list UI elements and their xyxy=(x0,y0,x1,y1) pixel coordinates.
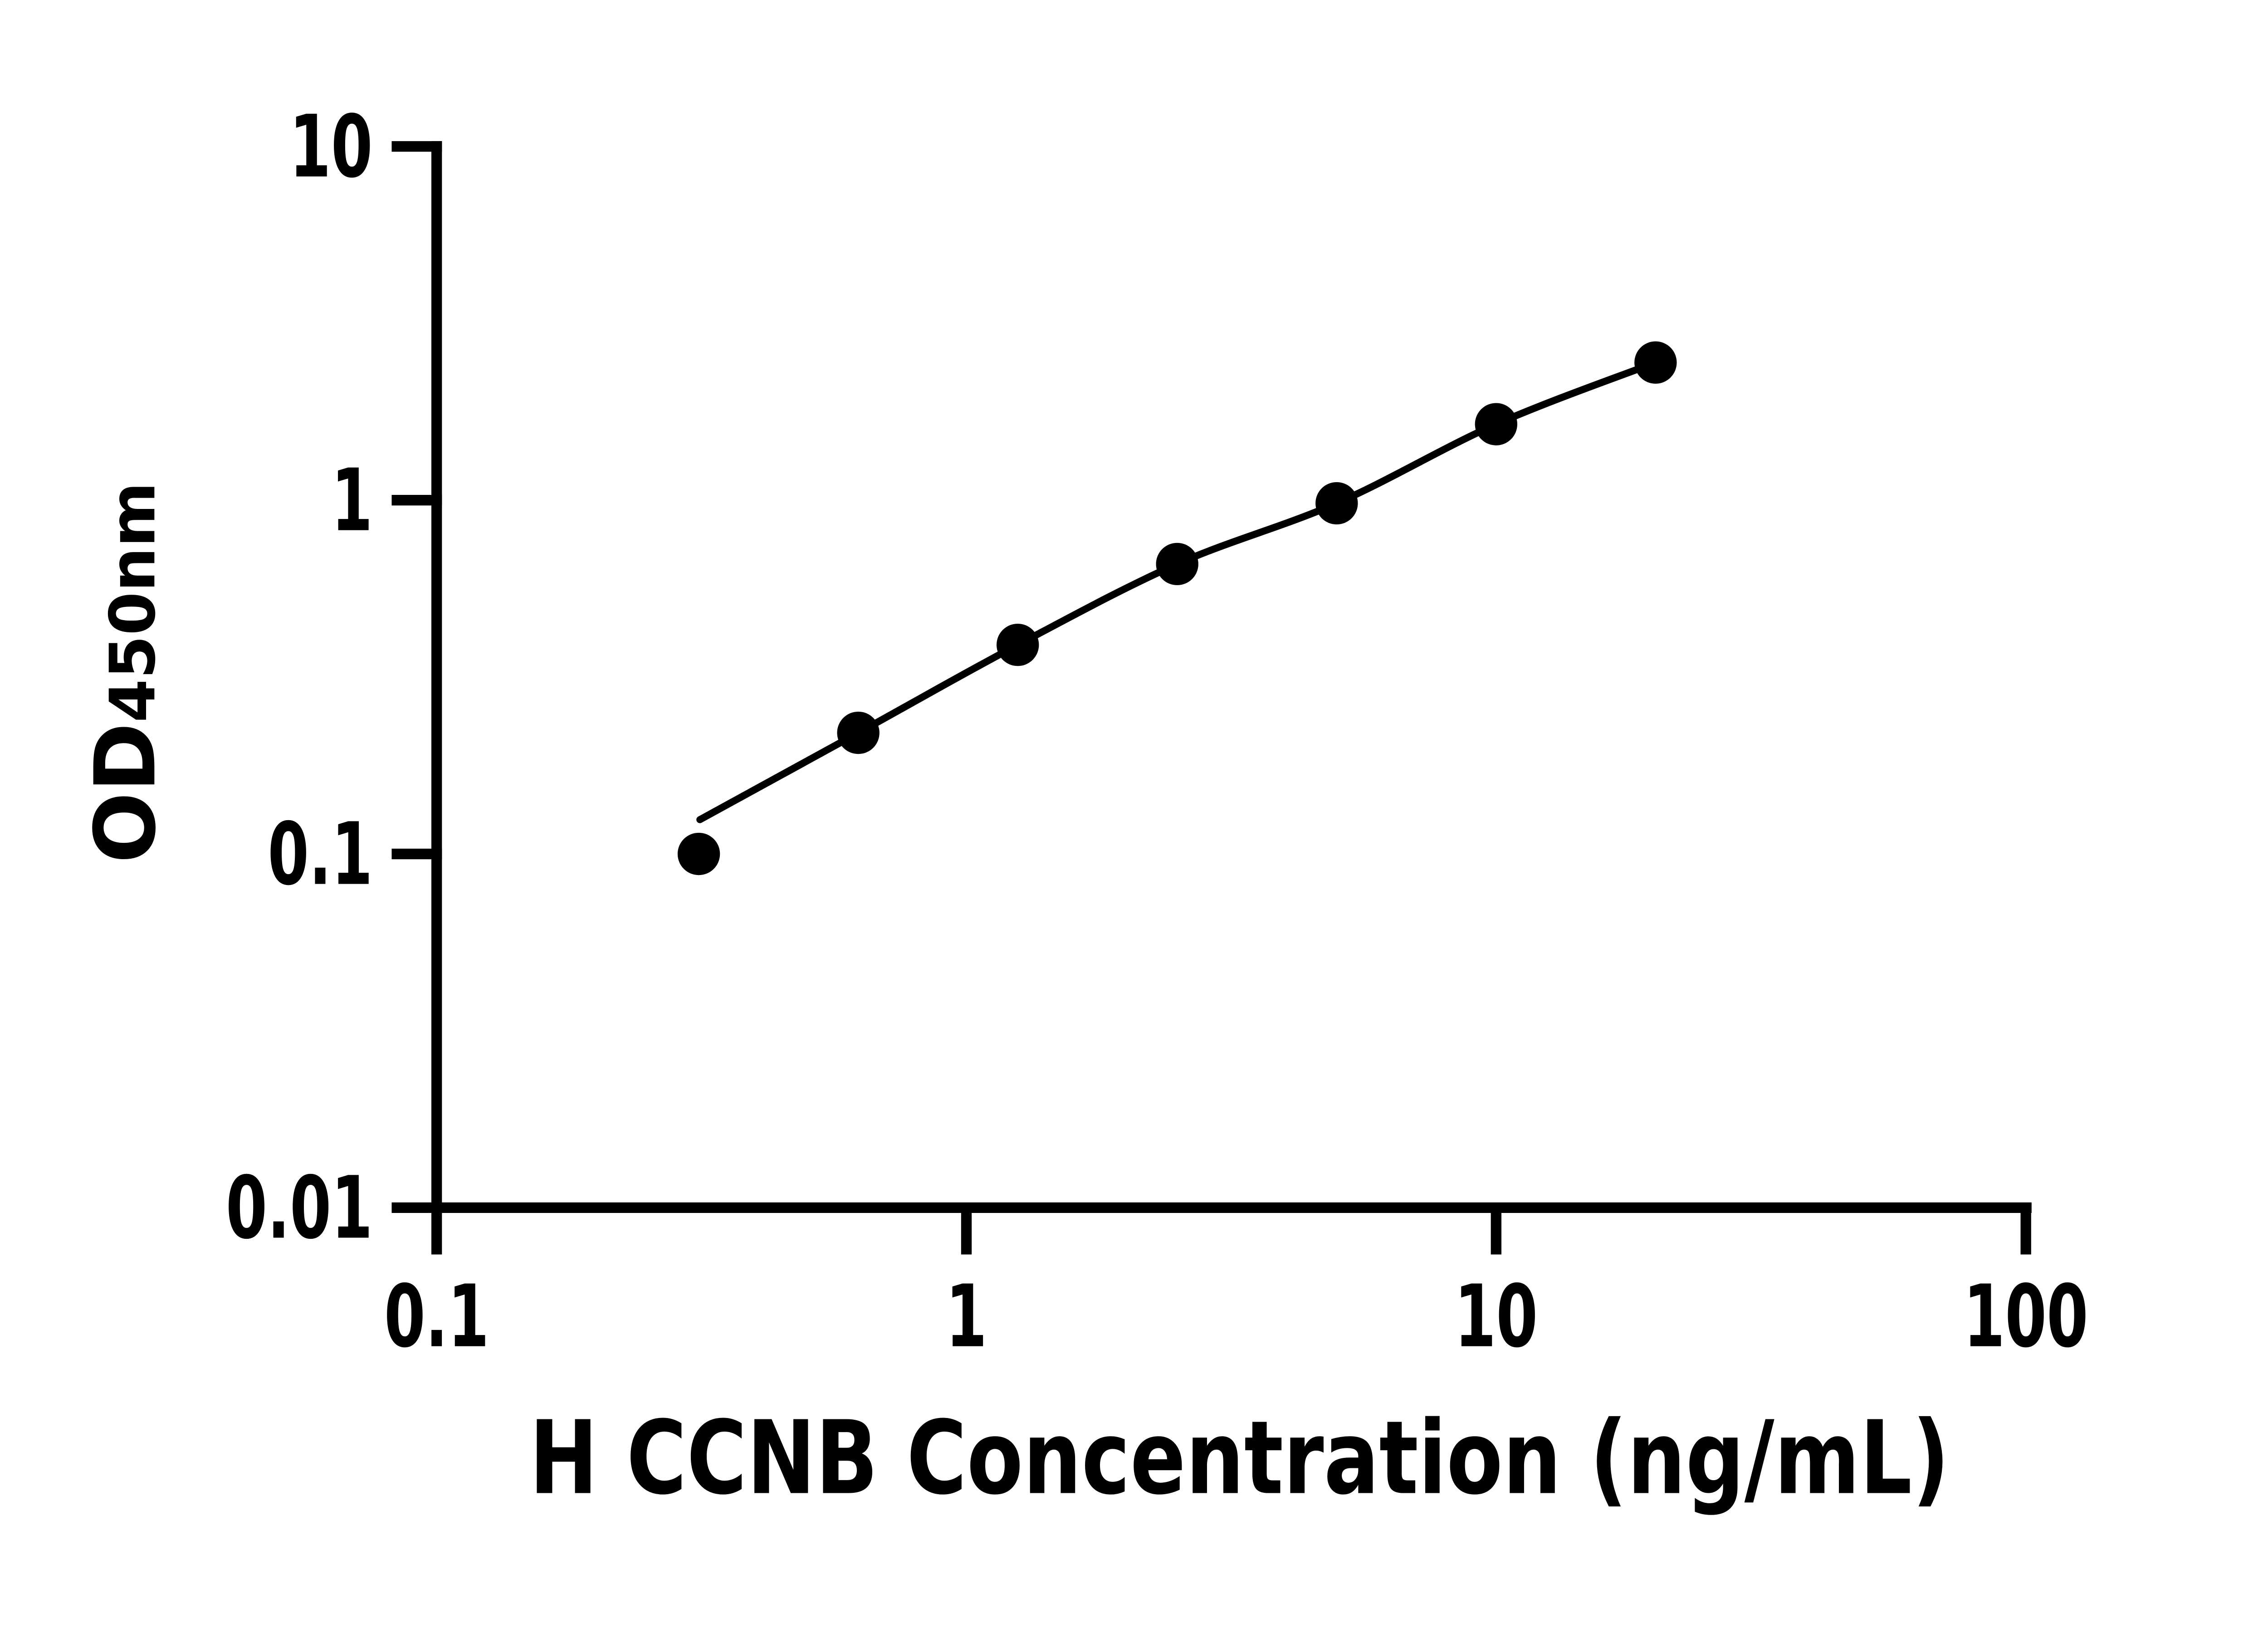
x-tick-label: 100 xyxy=(1964,1266,2088,1367)
data-point xyxy=(837,711,880,754)
y-tick-label: 0.1 xyxy=(268,804,372,905)
data-point xyxy=(1475,403,1518,445)
data-point xyxy=(1315,482,1358,525)
y-tick-label: 1 xyxy=(331,450,372,551)
y-axis-title-subscript: 450nm xyxy=(96,482,169,723)
x-tick-label: 10 xyxy=(1454,1266,1538,1367)
axes xyxy=(391,141,2032,1255)
elisa-standard-curve-figure: 10 1 0.1 0.01 0.1 1 10 100 H CCNB Concentration… xyxy=(77,96,2088,1517)
data-point xyxy=(997,623,1039,666)
data-point xyxy=(1156,543,1198,586)
data-point xyxy=(677,832,720,875)
y-axis-title: OD450nm xyxy=(77,482,174,864)
y-axis-title-main: OD xyxy=(77,723,174,863)
y-tick-label: 0.01 xyxy=(226,1158,373,1258)
data-point xyxy=(1634,341,1677,384)
y-tick-label: 10 xyxy=(289,97,373,197)
x-tick-label: 1 xyxy=(946,1266,987,1367)
x-axis-title: H CCNB Concentration (ng/mL) xyxy=(529,1399,1950,1517)
x-tick-label: 0.1 xyxy=(384,1266,489,1367)
data-series xyxy=(677,341,1677,875)
